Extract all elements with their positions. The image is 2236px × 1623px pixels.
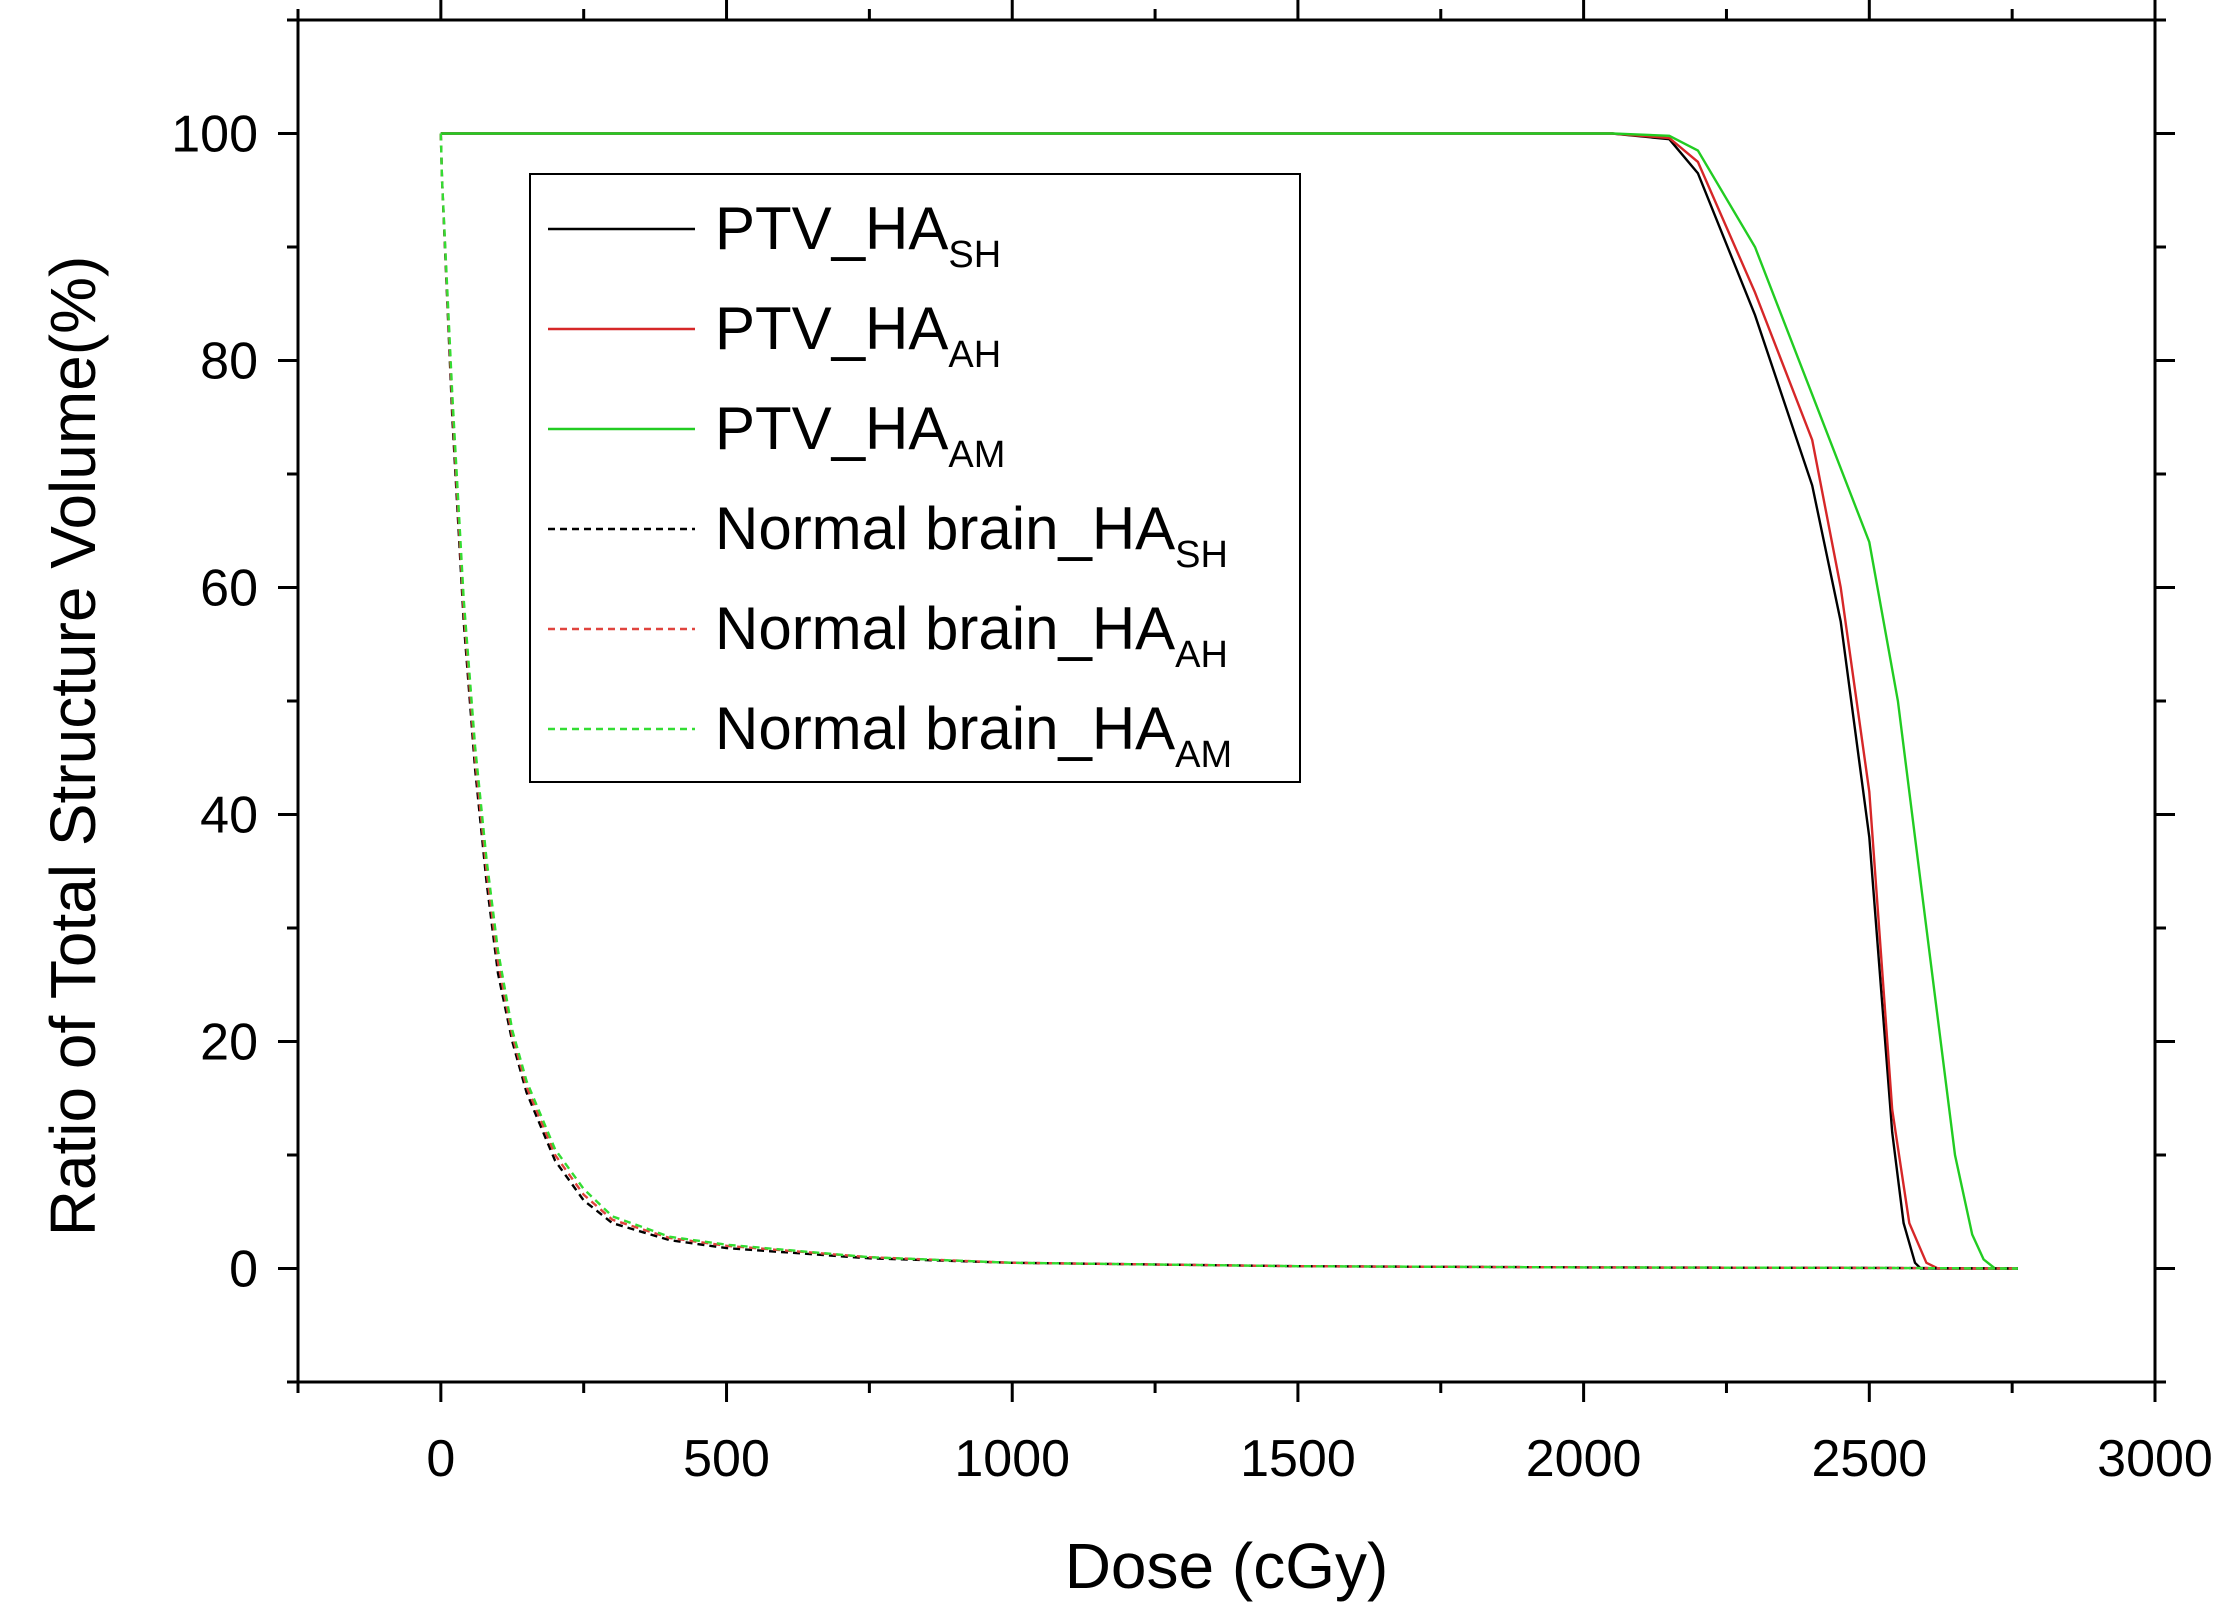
x-tick-label: 2000 bbox=[1526, 1430, 1642, 1488]
legend-label-1: PTV_HAAH bbox=[715, 295, 1001, 376]
y-axis-title: Ratio of Total Structure Volume(%) bbox=[37, 256, 109, 1237]
legend-label-main: PTV_HA bbox=[715, 195, 948, 262]
series-line-1 bbox=[440, 132, 2018, 1270]
legend-label-subscript: AM bbox=[1175, 734, 1232, 776]
legend-label-main: Normal brain_HA bbox=[715, 695, 1175, 762]
legend-label-subscript: AH bbox=[948, 334, 1001, 376]
x-axis-title: Dose (cGy) bbox=[1065, 1530, 1389, 1602]
legend-label-main: Normal brain_HA bbox=[715, 495, 1175, 562]
y-tick-label: 100 bbox=[171, 106, 258, 164]
x-tick-label: 0 bbox=[426, 1430, 455, 1488]
legend-label-main: Normal brain_HA bbox=[715, 595, 1175, 662]
x-tick-label: 1500 bbox=[1240, 1430, 1356, 1488]
y-tick-label: 0 bbox=[229, 1241, 258, 1299]
axis-tick-labels: 0 500 1000 1500 2000 2500 3000 0 20 40 60 80 100 bbox=[171, 106, 2213, 1489]
legend-label-main: PTV_HA bbox=[715, 295, 948, 362]
x-tick-label: 1000 bbox=[954, 1430, 1070, 1488]
legend-label-4: Normal brain_HAAH bbox=[715, 595, 1228, 676]
legend-box bbox=[529, 173, 1301, 783]
legend-label-subscript: SH bbox=[948, 234, 1001, 276]
legend-label-subscript: AH bbox=[1175, 634, 1228, 676]
x-tick-label: 500 bbox=[683, 1430, 770, 1488]
legend-label-subscript: SH bbox=[1175, 534, 1228, 576]
y-tick-label: 60 bbox=[200, 560, 258, 618]
legend-label-5: Normal brain_HAAM bbox=[715, 695, 1232, 776]
legend-label-0: PTV_HASH bbox=[715, 195, 1001, 276]
legend-label-main: PTV_HA bbox=[715, 395, 948, 462]
x-tick-label: 3000 bbox=[2097, 1430, 2213, 1488]
series-line-4 bbox=[439, 133, 2018, 1270]
y-tick-label: 80 bbox=[200, 333, 258, 391]
legend-label-2: PTV_HAAM bbox=[715, 395, 1005, 476]
y-tick-label: 40 bbox=[200, 787, 258, 845]
axis-ticks bbox=[278, 0, 2175, 1402]
y-tick-label: 20 bbox=[200, 1014, 258, 1072]
legend-label-subscript: AM bbox=[948, 434, 1005, 476]
series-line-5 bbox=[439, 133, 2018, 1270]
legend-label-3: Normal brain_HASH bbox=[715, 495, 1228, 576]
plot-lines bbox=[439, 132, 2018, 1270]
series-line-2 bbox=[440, 132, 2018, 1270]
x-tick-label: 2500 bbox=[1811, 1430, 1927, 1488]
